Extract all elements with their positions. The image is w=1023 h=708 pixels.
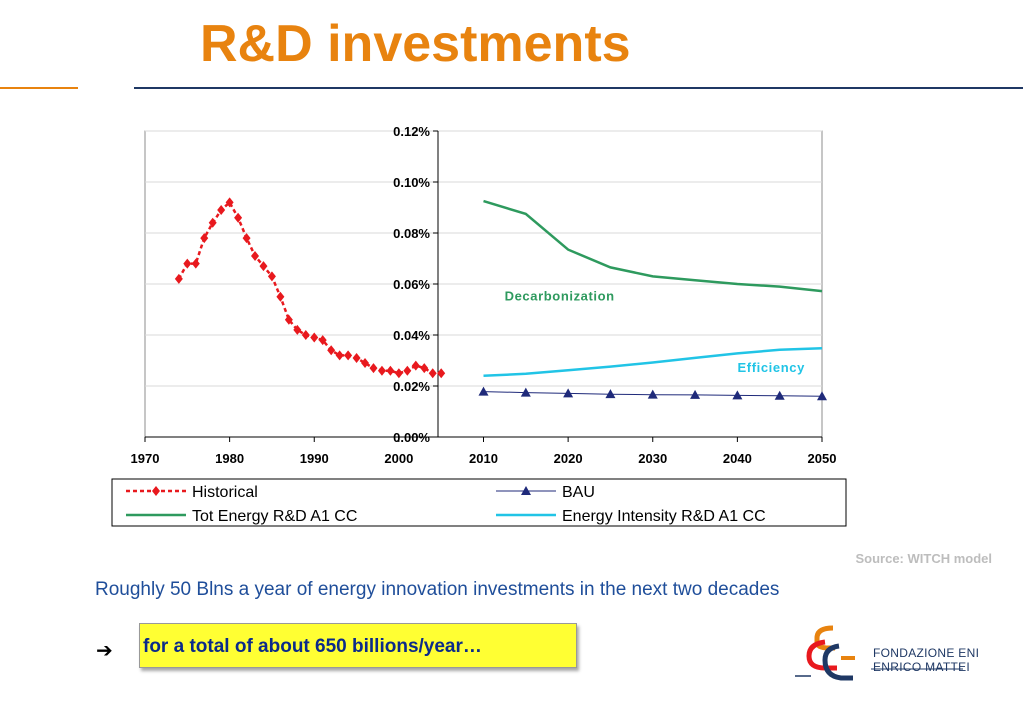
series-tot-energy-line: [483, 199, 823, 293]
feem-logo: [795, 625, 963, 681]
historical-point: [293, 324, 302, 335]
x-tick-label: 2050: [808, 451, 837, 466]
y-tick-label: 0.06%: [393, 277, 430, 292]
annotation-label: Decarbonization: [505, 289, 615, 304]
y-tick-label: 0.08%: [393, 226, 430, 241]
logo-line-2: ENRICO MATTEI: [873, 660, 971, 674]
historical-point: [310, 332, 319, 343]
historical-point: [191, 258, 200, 269]
historical-point: [301, 330, 310, 340]
historical-point: [428, 368, 437, 379]
bau-point: [520, 387, 531, 397]
historical-point: [267, 271, 276, 282]
x-tick-label: 1970: [131, 451, 160, 466]
page-title: R&D investments: [200, 15, 631, 73]
historical-point: [259, 261, 268, 272]
x-tick-label: 2020: [554, 451, 583, 466]
historical-point: [386, 365, 395, 376]
historical-point: [217, 205, 226, 216]
bau-point: [478, 386, 489, 396]
summary-text: Roughly 50 Blns a year of energy innovat…: [95, 579, 780, 600]
historical-point: [411, 360, 420, 371]
legend-label: Energy Intensity R&D A1 CC: [562, 508, 766, 525]
y-tick-label: 0.10%: [393, 175, 430, 190]
historical-point: [284, 314, 293, 325]
historical-point: [437, 368, 446, 379]
bau-point: [605, 389, 616, 399]
historical-point: [377, 365, 386, 376]
historical-point: [234, 212, 243, 223]
logo-mark-icon: [795, 625, 963, 681]
callout-box: for a total of about 650 billions/year…: [139, 623, 577, 668]
historical-point: [335, 350, 344, 361]
bau-point: [817, 391, 827, 401]
callout-text: for a total of about 650 billions/year…: [143, 636, 482, 657]
bau-point: [774, 390, 785, 400]
legend-label: Tot Energy R&D A1 CC: [192, 508, 357, 525]
x-tick-label: 2000: [384, 451, 413, 466]
title-rule-accent: [0, 87, 78, 89]
legend: [111, 478, 847, 527]
historical-point: [251, 250, 260, 261]
historical-point: [352, 352, 361, 363]
historical-point: [327, 345, 336, 356]
legend-marker: [521, 486, 531, 495]
logo-text: FONDAZIONE ENI ENRICO MATTEI: [873, 646, 979, 674]
x-tick-label: 2030: [638, 451, 667, 466]
bau-point: [563, 388, 574, 398]
logo-line-1: FONDAZIONE ENI: [873, 646, 980, 660]
historical-point: [208, 217, 217, 228]
historical-point: [361, 358, 370, 369]
y-tick-label: 0.02%: [393, 379, 430, 394]
historical-point: [276, 291, 285, 302]
rd-investment-chart: 0.00%0.02%0.04%0.06%0.08%0.10%0.12%1970 1…: [111, 124, 847, 527]
historical-point: [394, 368, 403, 379]
bau-point: [732, 390, 743, 400]
historical-point: [344, 350, 353, 361]
x-tick-label: 2010: [469, 451, 498, 466]
legend-marker: [152, 486, 160, 496]
historical-point: [225, 197, 234, 208]
source-note: Source: WITCH model: [855, 551, 992, 566]
annotation-label: Efficiency: [738, 360, 806, 375]
historical-point: [318, 335, 327, 346]
y-tick-label: 0.12%: [393, 124, 430, 139]
historical-point: [183, 258, 192, 269]
x-tick-label: 1980: [215, 451, 244, 466]
y-tick-label: 0.04%: [393, 328, 430, 343]
historical-point: [242, 233, 251, 244]
historical-point: [420, 363, 429, 374]
historical-point: [174, 273, 183, 284]
historical-point: [200, 233, 209, 244]
x-tick-label: 2040: [723, 451, 752, 466]
x-tick-label: 1990: [300, 451, 329, 466]
title-rule: [134, 87, 1023, 89]
legend-label: BAU: [562, 484, 595, 501]
legend-label: Historical: [192, 484, 258, 501]
series-energy-intensity-line: [483, 347, 823, 378]
arrow-icon: ➔: [96, 640, 113, 662]
bau-point: [647, 389, 658, 399]
bau-point: [690, 389, 701, 399]
historical-point: [403, 365, 412, 376]
historical-point: [369, 363, 378, 374]
